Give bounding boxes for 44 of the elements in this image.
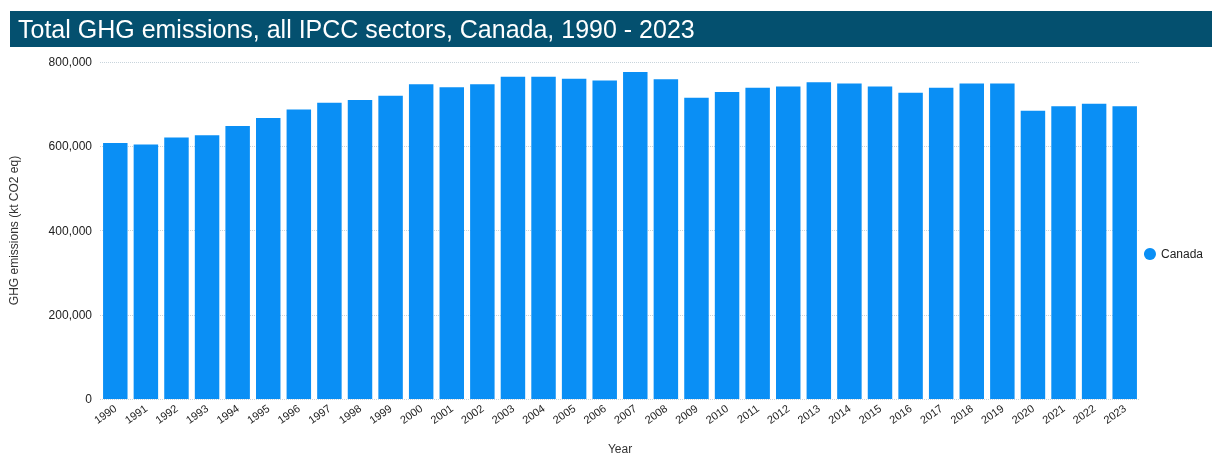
y-tick-label: 800,000 (48, 55, 93, 69)
bar (317, 102, 342, 399)
bar (867, 86, 893, 399)
y-tick-label: 400,000 (48, 223, 93, 238)
bar (470, 84, 495, 399)
bar (653, 79, 679, 399)
x-axis-title: Year (607, 442, 633, 456)
chart-title: Total GHG emissions, all IPCC sectors, Canada, 1990 - 2023 (10, 11, 1212, 47)
y-axis-title: GHG emissions (kt CO2 eq) (7, 155, 21, 306)
bar (1112, 106, 1137, 399)
bar (776, 86, 801, 399)
bar (500, 76, 526, 399)
bar (103, 142, 128, 399)
bar (745, 87, 770, 399)
bar (1051, 106, 1076, 399)
bar (806, 82, 832, 399)
bar (256, 118, 281, 399)
bar (714, 91, 740, 399)
bar (286, 109, 312, 399)
bar (194, 135, 220, 399)
bar (408, 84, 434, 399)
y-tick-label: 200,000 (48, 307, 93, 322)
bar (347, 99, 373, 399)
bar (1020, 110, 1046, 399)
bar (623, 72, 648, 399)
bar (928, 87, 954, 399)
bar (592, 80, 617, 399)
bar (133, 144, 159, 399)
bar (378, 95, 403, 399)
bar (684, 97, 709, 399)
bar (837, 83, 862, 399)
bar (990, 83, 1015, 399)
bar (959, 83, 984, 399)
y-tick-label: 600,000 (48, 139, 93, 154)
bar (561, 78, 587, 399)
bar (225, 126, 250, 399)
legend-label: Canada (1160, 247, 1204, 261)
bar (531, 76, 556, 399)
x-tick-label: 2011 (734, 402, 762, 426)
bar (898, 92, 923, 399)
bar (439, 87, 464, 399)
bar (164, 137, 189, 399)
y-tick-label: 0 (85, 392, 93, 406)
bar (1081, 103, 1107, 399)
